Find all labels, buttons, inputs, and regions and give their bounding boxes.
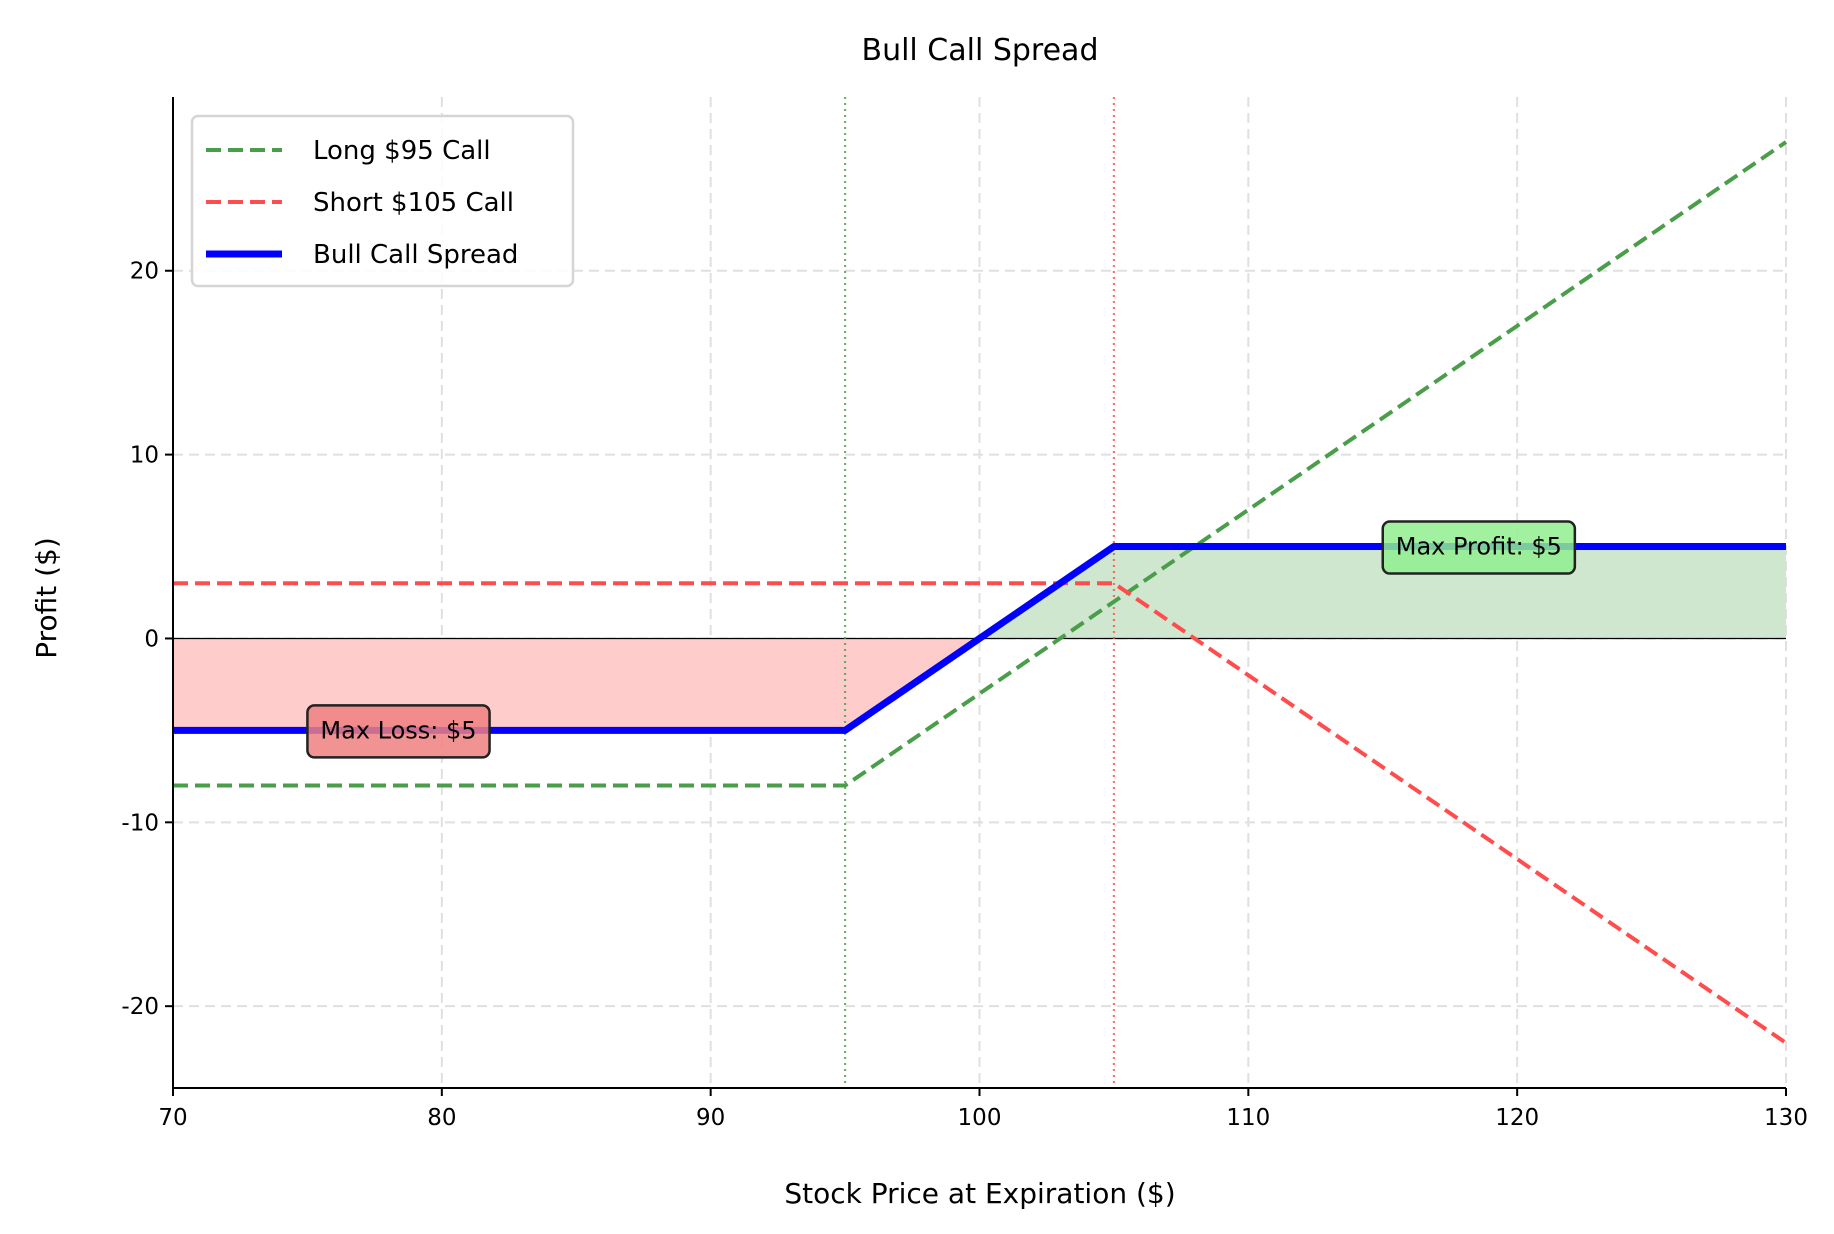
- annotation-text: Max Loss: $5: [320, 716, 476, 744]
- series-line-1: [173, 581, 1788, 1045]
- x-tick-label: 120: [1495, 1105, 1539, 1131]
- annotation-box: [306, 704, 491, 759]
- x-tick-label: 100: [958, 1105, 1002, 1131]
- x-tick-label: 110: [1226, 1105, 1270, 1131]
- legend: Long $95 Call Short $105 Call Bull Call Sp…: [190, 114, 575, 288]
- annotation-box: [1381, 520, 1577, 575]
- y-tick-label: 0: [144, 626, 159, 652]
- loss-fill: [173, 638, 980, 731]
- legend-label: Long $95 Call: [313, 136, 491, 166]
- x-tick-label: 70: [158, 1105, 187, 1131]
- y-tick-label: -10: [121, 810, 159, 836]
- x-tick-label: 130: [1764, 1105, 1808, 1131]
- axes: 70 80 90 100 110 120 130 -20 -10 0 10 20: [121, 97, 1808, 1131]
- legend-label: Bull Call Spread: [313, 240, 518, 270]
- chart-title: Bull Call Spread: [862, 33, 1099, 68]
- legend-label: Short $105 Call: [313, 188, 514, 218]
- legend-box: [190, 114, 575, 288]
- y-tick-label: 10: [130, 443, 159, 469]
- x-tick-label: 80: [427, 1105, 456, 1131]
- profit-fill: [979, 546, 1786, 639]
- annotations: Max Loss: $5 Max Profit: $5: [306, 520, 1577, 759]
- x-tick-label: 90: [696, 1105, 725, 1131]
- y-tick-label: -20: [121, 994, 159, 1020]
- annotation-text: Max Profit: $5: [1396, 533, 1562, 561]
- y-tick-label: 20: [130, 259, 159, 285]
- x-axis-label: Stock Price at Expiration ($): [784, 1177, 1175, 1210]
- y-axis-label: Profit ($): [30, 537, 63, 659]
- series-line-0: [173, 140, 1788, 788]
